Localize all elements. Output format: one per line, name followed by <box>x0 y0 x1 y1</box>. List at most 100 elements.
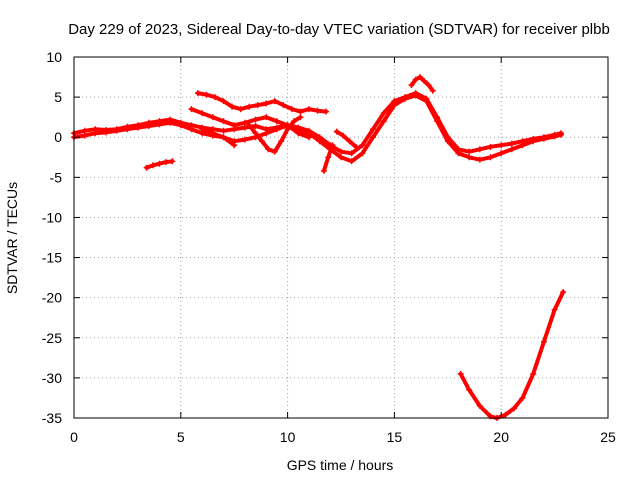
data-point <box>169 158 176 165</box>
plot-frame <box>73 56 609 419</box>
data-point <box>231 142 238 149</box>
data-point <box>560 289 567 296</box>
y-tick-label: -15 <box>42 250 62 266</box>
data-point <box>263 100 270 107</box>
x-tick-label: 5 <box>177 429 185 445</box>
data-point <box>81 132 88 139</box>
data-point <box>252 122 259 129</box>
y-tick-label: -10 <box>42 209 62 225</box>
data-point <box>551 133 558 140</box>
data-point <box>370 126 377 133</box>
data-point <box>412 92 419 99</box>
series-track-8 <box>320 142 336 174</box>
data-point <box>408 82 415 89</box>
data-point <box>511 405 518 412</box>
series-line <box>72 93 563 164</box>
data-point <box>297 114 304 121</box>
data-point <box>167 119 174 126</box>
data-point <box>338 148 344 155</box>
data-point <box>295 130 302 137</box>
series-line <box>334 129 358 149</box>
data-point <box>273 126 280 133</box>
data-point <box>113 127 120 134</box>
data-point <box>530 138 537 145</box>
data-point <box>258 138 265 145</box>
data-point <box>177 122 184 129</box>
data-point <box>199 126 206 133</box>
data-point <box>551 306 558 313</box>
data-point <box>199 110 206 117</box>
data-point <box>211 94 218 101</box>
series-line <box>458 290 566 420</box>
data-point <box>209 114 216 121</box>
data-point <box>498 150 505 157</box>
data-point <box>103 129 110 136</box>
data-point <box>340 132 347 139</box>
x-tick-label: 20 <box>493 429 509 445</box>
data-point <box>203 91 210 98</box>
data-point <box>412 76 419 83</box>
data-point <box>421 78 428 85</box>
data-point <box>417 74 424 81</box>
data-point <box>391 102 398 109</box>
y-axis-label: SDTVAR / TECUs <box>4 182 20 294</box>
data-point <box>305 134 312 141</box>
data-point <box>476 156 483 163</box>
data-point <box>246 122 253 129</box>
data-point <box>188 126 195 133</box>
data-point <box>540 135 547 142</box>
chart-title: Day 229 of 2023, Sidereal Day-to-day VTE… <box>68 21 610 38</box>
data-point <box>466 386 473 393</box>
y-tick-label: -20 <box>42 290 62 306</box>
data-point <box>288 106 295 113</box>
data-point <box>487 143 494 150</box>
data-point <box>498 142 505 149</box>
data-point <box>425 82 432 89</box>
data-point <box>241 136 248 143</box>
data-point <box>150 162 157 169</box>
data-point <box>209 130 216 137</box>
data-point <box>246 103 253 110</box>
data-point <box>265 146 272 153</box>
data-point <box>314 107 321 114</box>
data-point <box>402 95 409 102</box>
data-point <box>291 118 298 125</box>
data-point <box>220 134 227 141</box>
data-point <box>325 154 332 161</box>
x-tick-label: 25 <box>600 429 616 445</box>
data-point <box>508 140 515 147</box>
data-point <box>188 106 195 113</box>
series-line <box>195 91 328 114</box>
data-point <box>263 130 270 137</box>
y-tick-label: 5 <box>54 89 62 105</box>
data-point <box>231 122 238 129</box>
x-axis-label: GPS time / hours <box>287 457 394 473</box>
series-track-3 <box>194 90 330 115</box>
data-point <box>359 150 366 157</box>
data-point <box>320 167 327 174</box>
data-point <box>297 108 304 115</box>
y-tick-label: -35 <box>42 410 62 426</box>
series-track-9 <box>333 128 359 150</box>
series-track-6 <box>246 114 304 155</box>
data-point <box>280 102 287 109</box>
data-point <box>466 148 473 155</box>
series-track-7 <box>143 158 176 171</box>
data-point <box>271 98 278 105</box>
grid <box>74 57 608 418</box>
x-tick-label: 0 <box>70 429 78 445</box>
data-point <box>530 370 537 377</box>
x-tick-label: 10 <box>280 429 296 445</box>
axis-ticks <box>73 56 609 419</box>
series-track-1 <box>71 90 565 157</box>
data-point <box>237 106 244 113</box>
data-point <box>348 158 355 165</box>
x-tick-labels: 0 5 10 15 20 25 <box>70 429 616 445</box>
data-point <box>254 102 261 109</box>
y-tick-label: 0 <box>54 129 62 145</box>
data-layer <box>71 74 567 421</box>
data-point <box>487 154 494 161</box>
data-point <box>316 138 323 145</box>
data-point <box>220 118 227 125</box>
data-point <box>156 160 163 167</box>
